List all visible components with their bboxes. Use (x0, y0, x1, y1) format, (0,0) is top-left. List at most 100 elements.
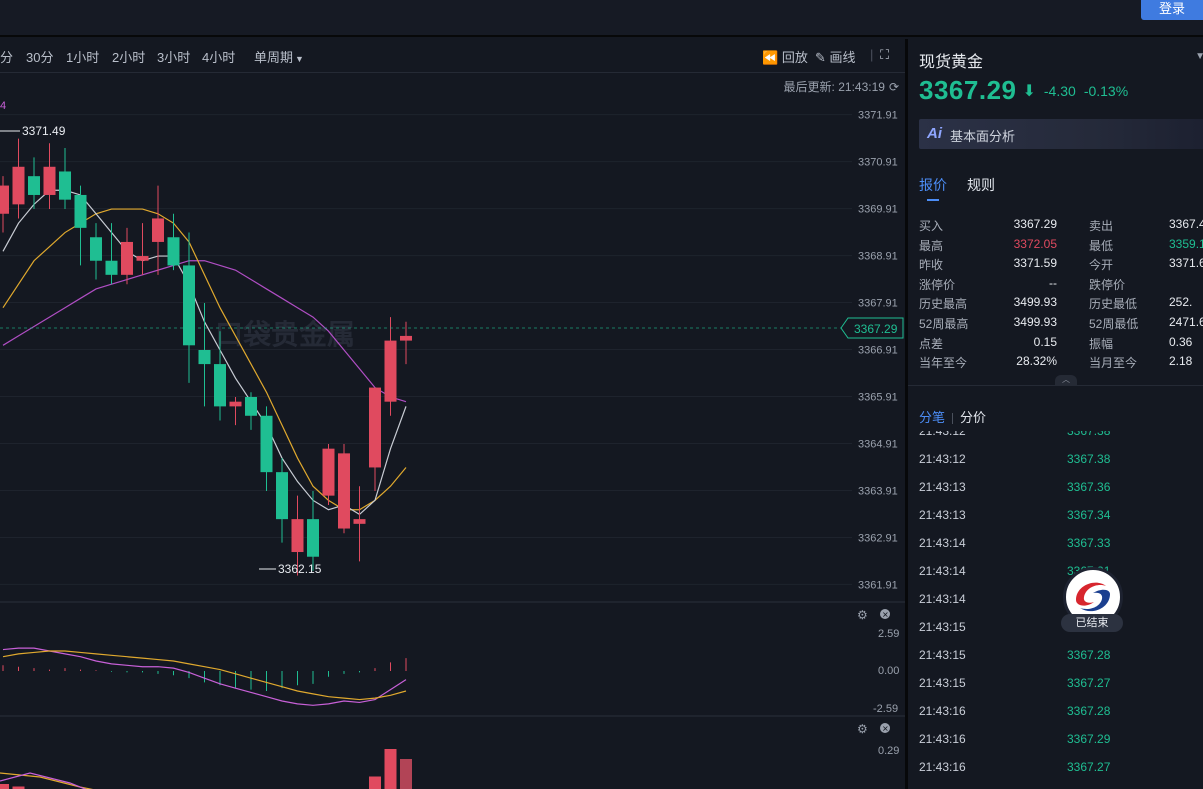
quote-row: 52周最高 3499.93 52周最低 2471.6 (919, 313, 1203, 333)
tab-quote[interactable]: 报价 (919, 175, 947, 195)
ai-icon: Ai (927, 125, 942, 142)
last-price: 3367.29 (919, 75, 1016, 105)
tick-time: 21:43:16 (919, 732, 966, 746)
live-ended-badge[interactable]: 已结束 (1061, 567, 1125, 633)
candle-body[interactable] (354, 519, 366, 524)
candle-body[interactable] (59, 171, 71, 199)
pane2-settings-icon[interactable]: ⚙ (857, 722, 868, 736)
sub2-bar (0, 784, 9, 789)
quote-row: 昨收 3371.59 今开 3371.6 (919, 254, 1203, 274)
tick-row: 21:43:14 (919, 585, 1199, 613)
ma-legend-fragment: 4 (0, 100, 6, 112)
y-axis-ticks: 3371.91 3370.91 3369.91 3368.91 3367.91 3366.… (858, 110, 898, 592)
candlestick-chart[interactable]: 口袋贵金属 3371.91 3370.91 3369.91 3368.91 3367.9… (0, 39, 905, 789)
tick-price: 3367.38 (1067, 452, 1110, 466)
quote-v2: 3359.1 (1169, 237, 1203, 251)
y-tick-label: 3363.91 (858, 485, 898, 497)
candle-body[interactable] (323, 449, 335, 496)
price-row: 3367.29 ⬇ -4.30 -0.13% (919, 75, 1128, 105)
login-button[interactable]: 登录 (1141, 0, 1203, 20)
quote-v1: 0.15 (1034, 335, 1057, 349)
quote-v1: 3499.93 (1014, 295, 1057, 309)
macd-tick-mid: 0.00 (878, 665, 899, 677)
quote-l2: 卖出 (1089, 217, 1113, 234)
candle-body[interactable] (276, 472, 288, 519)
tab-price-dist[interactable]: 分价 (960, 410, 986, 425)
candle-body[interactable] (183, 265, 195, 345)
quote-l2: 当月至今 (1089, 354, 1137, 371)
quote-row: 涨停价 -- 跌停价 (919, 274, 1203, 294)
candle-body[interactable] (230, 402, 242, 407)
sub2-bar (400, 759, 412, 789)
tick-price: 3367.28 (1067, 704, 1110, 718)
grid-lines (0, 115, 852, 585)
collapse-icon[interactable]: ︿ (1055, 375, 1077, 385)
candle-body[interactable] (292, 519, 304, 552)
sub2-tick-top: 0.29 (878, 745, 899, 757)
tick-time: 21:43:16 (919, 704, 966, 718)
tick-price: 3367.33 (1067, 536, 1110, 550)
tick-row: 21:43:13 3367.36 (919, 473, 1199, 501)
sub2-pane: ⚙ ✕ 0.29 (0, 722, 899, 789)
candle-body[interactable] (106, 261, 118, 275)
candle-body[interactable] (245, 397, 257, 416)
candle-body[interactable] (369, 388, 381, 468)
y-tick-label: 3361.91 (858, 579, 898, 591)
candle-body[interactable] (261, 416, 273, 472)
high-marker: 3371.49 (0, 124, 66, 138)
tick-row: 21:43:14 3367.33 (919, 529, 1199, 557)
candle-body[interactable] (0, 186, 9, 214)
candle-body[interactable] (75, 195, 87, 228)
candle-body[interactable] (28, 176, 40, 195)
tick-time: 21:43:14 (919, 592, 966, 606)
candle-body[interactable] (90, 237, 102, 260)
candle-body[interactable] (137, 256, 149, 261)
candle-body[interactable] (307, 519, 319, 557)
tick-row: 21:43:15 3367.27 (919, 669, 1199, 697)
candle-body[interactable] (385, 341, 397, 402)
candle-body[interactable] (168, 237, 180, 265)
tick-price: 3367.28 (1067, 648, 1110, 662)
pane1-settings-icon[interactable]: ⚙ (857, 608, 868, 622)
quote-sidebar: 现货黄金 ▼ 3367.29 ⬇ -4.30 -0.13% Ai 基本面分析 报价 规… (908, 39, 1203, 789)
quote-l2: 最低 (1089, 237, 1113, 254)
tick-row: 21:43:16 3367.29 (919, 725, 1199, 753)
candle-body[interactable] (44, 167, 56, 195)
tick-list[interactable]: 21:43:12 3367.38 21:43:12 3367.38 21:43:13 33… (919, 431, 1199, 789)
candle-body[interactable] (152, 218, 164, 241)
quote-grid: 买入 3367.29 卖出 3367.4 最高 3372.05 最低 3359.1 昨收 3371… (919, 215, 1203, 372)
candle-body[interactable] (400, 336, 412, 341)
quote-row: 最高 3372.05 最低 3359.1 (919, 235, 1203, 255)
low-marker-text: 3362.15 (278, 562, 322, 576)
tick-row: 21:43:143367.31 (919, 557, 1199, 585)
ai-analysis-banner[interactable]: Ai 基本面分析 (919, 119, 1203, 149)
candle-body[interactable] (121, 242, 133, 275)
quote-l1: 买入 (919, 217, 943, 234)
high-marker-text: 3371.49 (22, 124, 66, 138)
tick-row: 21:43:12 3367.38 (919, 445, 1199, 473)
tick-price: 3367.29 (1067, 732, 1110, 746)
macd-series (3, 648, 406, 705)
quote-l1: 52周最高 (919, 315, 968, 332)
chart-panel: 分 30分 1小时 2小时 3小时 4小时 单周期 ▼ ⏪ 回放 ✎ 画线 | ⛶… (0, 39, 905, 789)
candle-body[interactable] (13, 167, 25, 205)
candle-body[interactable] (199, 350, 211, 364)
tab-rules[interactable]: 规则 (967, 175, 995, 195)
chevron-down-icon[interactable]: ▼ (1195, 51, 1203, 62)
tick-time: 21:43:16 (919, 760, 966, 774)
quote-v1: 3499.93 (1014, 315, 1057, 329)
price-change: -4.30 (1044, 83, 1076, 99)
quote-row: 当年至今 28.32% 当月至今 2.18 (919, 352, 1203, 372)
quote-v2: 3371.6 (1169, 256, 1203, 270)
quote-v1: 3367.29 (1014, 217, 1057, 231)
quote-l1: 点差 (919, 335, 943, 352)
pane1-close-x: ✕ (882, 611, 889, 620)
tab-ticks[interactable]: 分笔 (919, 410, 945, 425)
section-separator (908, 385, 1203, 386)
tick-time: 21:43:12 (919, 452, 966, 466)
candle-body[interactable] (214, 364, 226, 406)
candle-body[interactable] (338, 453, 350, 528)
tick-price: 3367.36 (1067, 480, 1110, 494)
quote-v2: 2.18 (1169, 354, 1192, 368)
